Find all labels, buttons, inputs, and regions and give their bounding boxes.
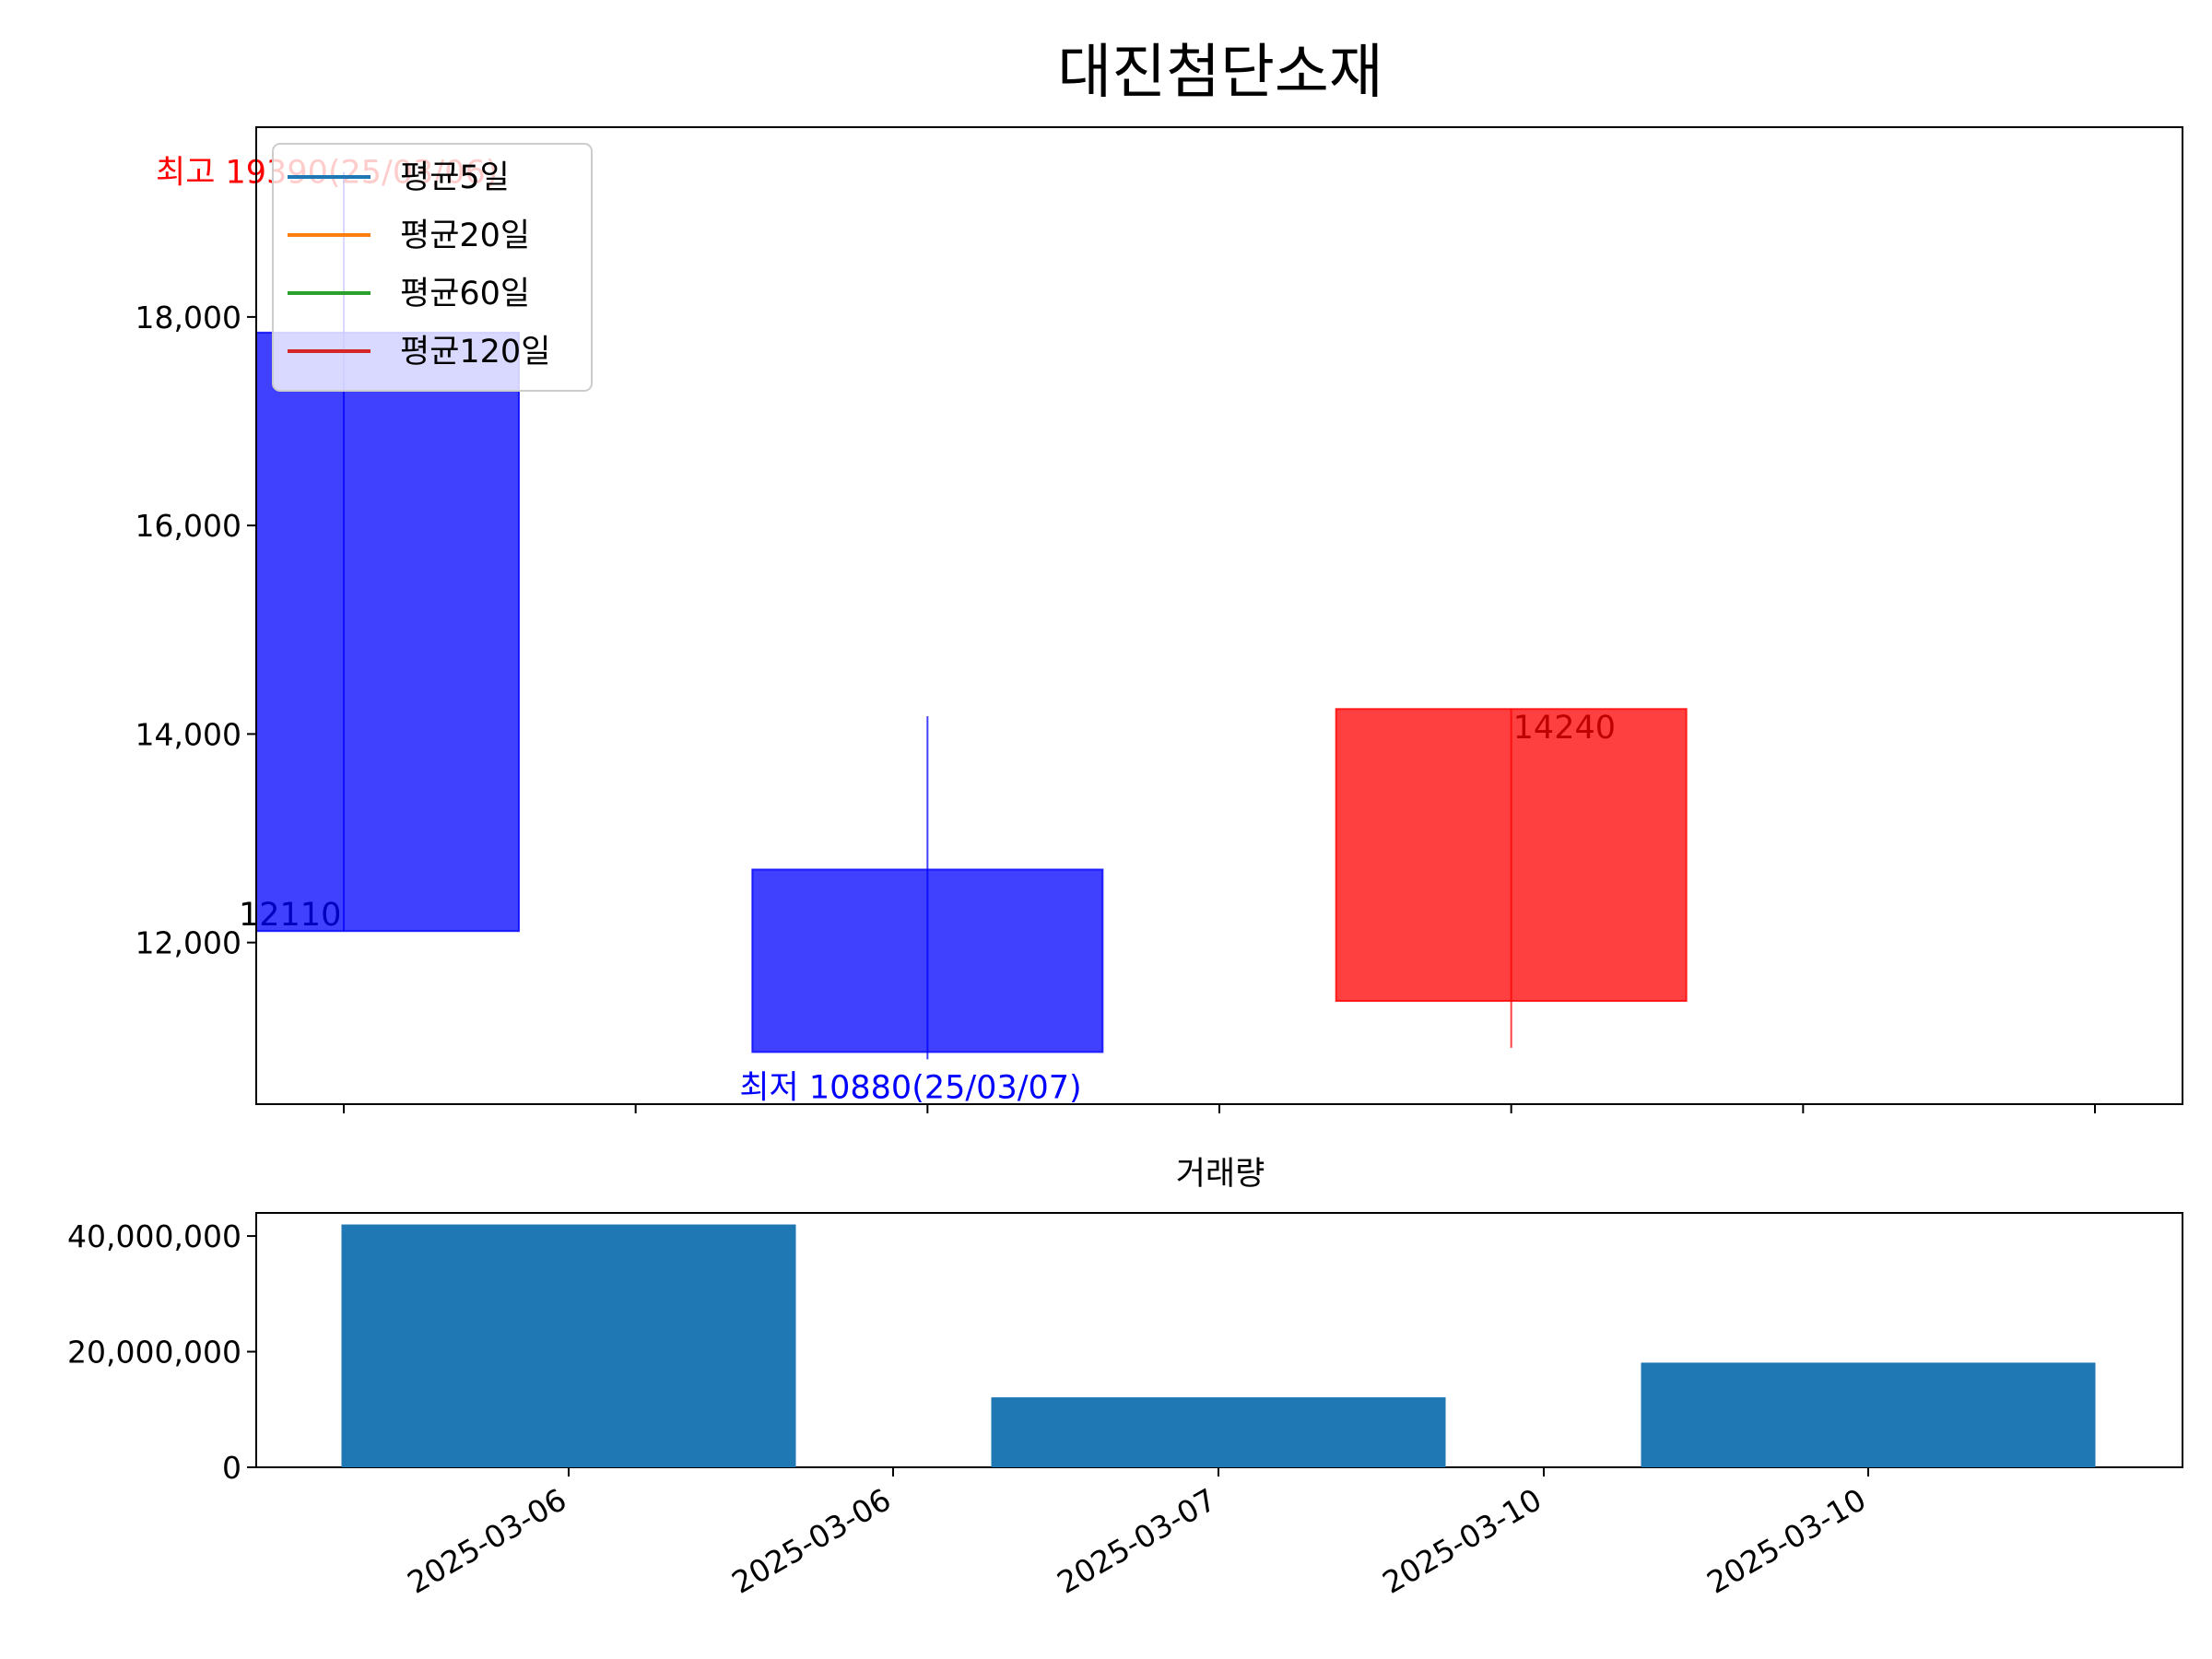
date-tick-label: 2025-03-10 xyxy=(1376,1481,1547,1601)
date-tick-label: 2025-03-06 xyxy=(401,1481,572,1601)
price-chart-plot xyxy=(256,171,1688,1060)
candle xyxy=(751,716,1104,1060)
volume-bar xyxy=(341,1224,796,1467)
date-tick-label: 2025-03-06 xyxy=(725,1481,897,1601)
volume-y-tick-label: 20,000,000 xyxy=(67,1335,241,1371)
chart-title: 대진첨단소재 xyxy=(1057,39,1382,107)
price-y-tick-label: 12,000 xyxy=(135,925,241,961)
legend-label: 평균60일 xyxy=(400,276,530,312)
volume-y-tick-label: 40,000,000 xyxy=(67,1218,241,1254)
legend-entry: 평균5일 xyxy=(288,159,510,196)
date-tick-label: 2025-03-07 xyxy=(1051,1481,1222,1601)
date-tick-label: 2025-03-10 xyxy=(1700,1481,1872,1601)
legend-entry: 평균20일 xyxy=(288,218,530,254)
price-y-tick-label: 18,000 xyxy=(135,300,241,335)
legend-entry: 평균60일 xyxy=(288,276,530,312)
price-axes-frame xyxy=(255,126,2183,1105)
legend-label: 평균5일 xyxy=(400,159,510,196)
volume-bar xyxy=(1641,1362,2096,1467)
price-y-tick-label: 14,000 xyxy=(135,716,241,752)
volume-chart-plot xyxy=(341,1224,2096,1467)
price-y-tick-label: 16,000 xyxy=(135,508,241,544)
candle-body xyxy=(256,331,520,933)
volume-y-tick-label: 0 xyxy=(222,1450,241,1486)
candle xyxy=(256,171,520,933)
legend-box xyxy=(272,143,593,392)
volume-chart-title: 거래량 xyxy=(1176,1156,1265,1193)
legend-label: 평균120일 xyxy=(400,334,550,371)
legend-label: 평균20일 xyxy=(400,218,530,254)
legend-entry: 평균120일 xyxy=(288,334,550,371)
candle xyxy=(1335,708,1688,1048)
volume-bar xyxy=(991,1397,1446,1467)
low-price-annotation: 최저 10880(25/03/07) xyxy=(739,1069,1081,1106)
